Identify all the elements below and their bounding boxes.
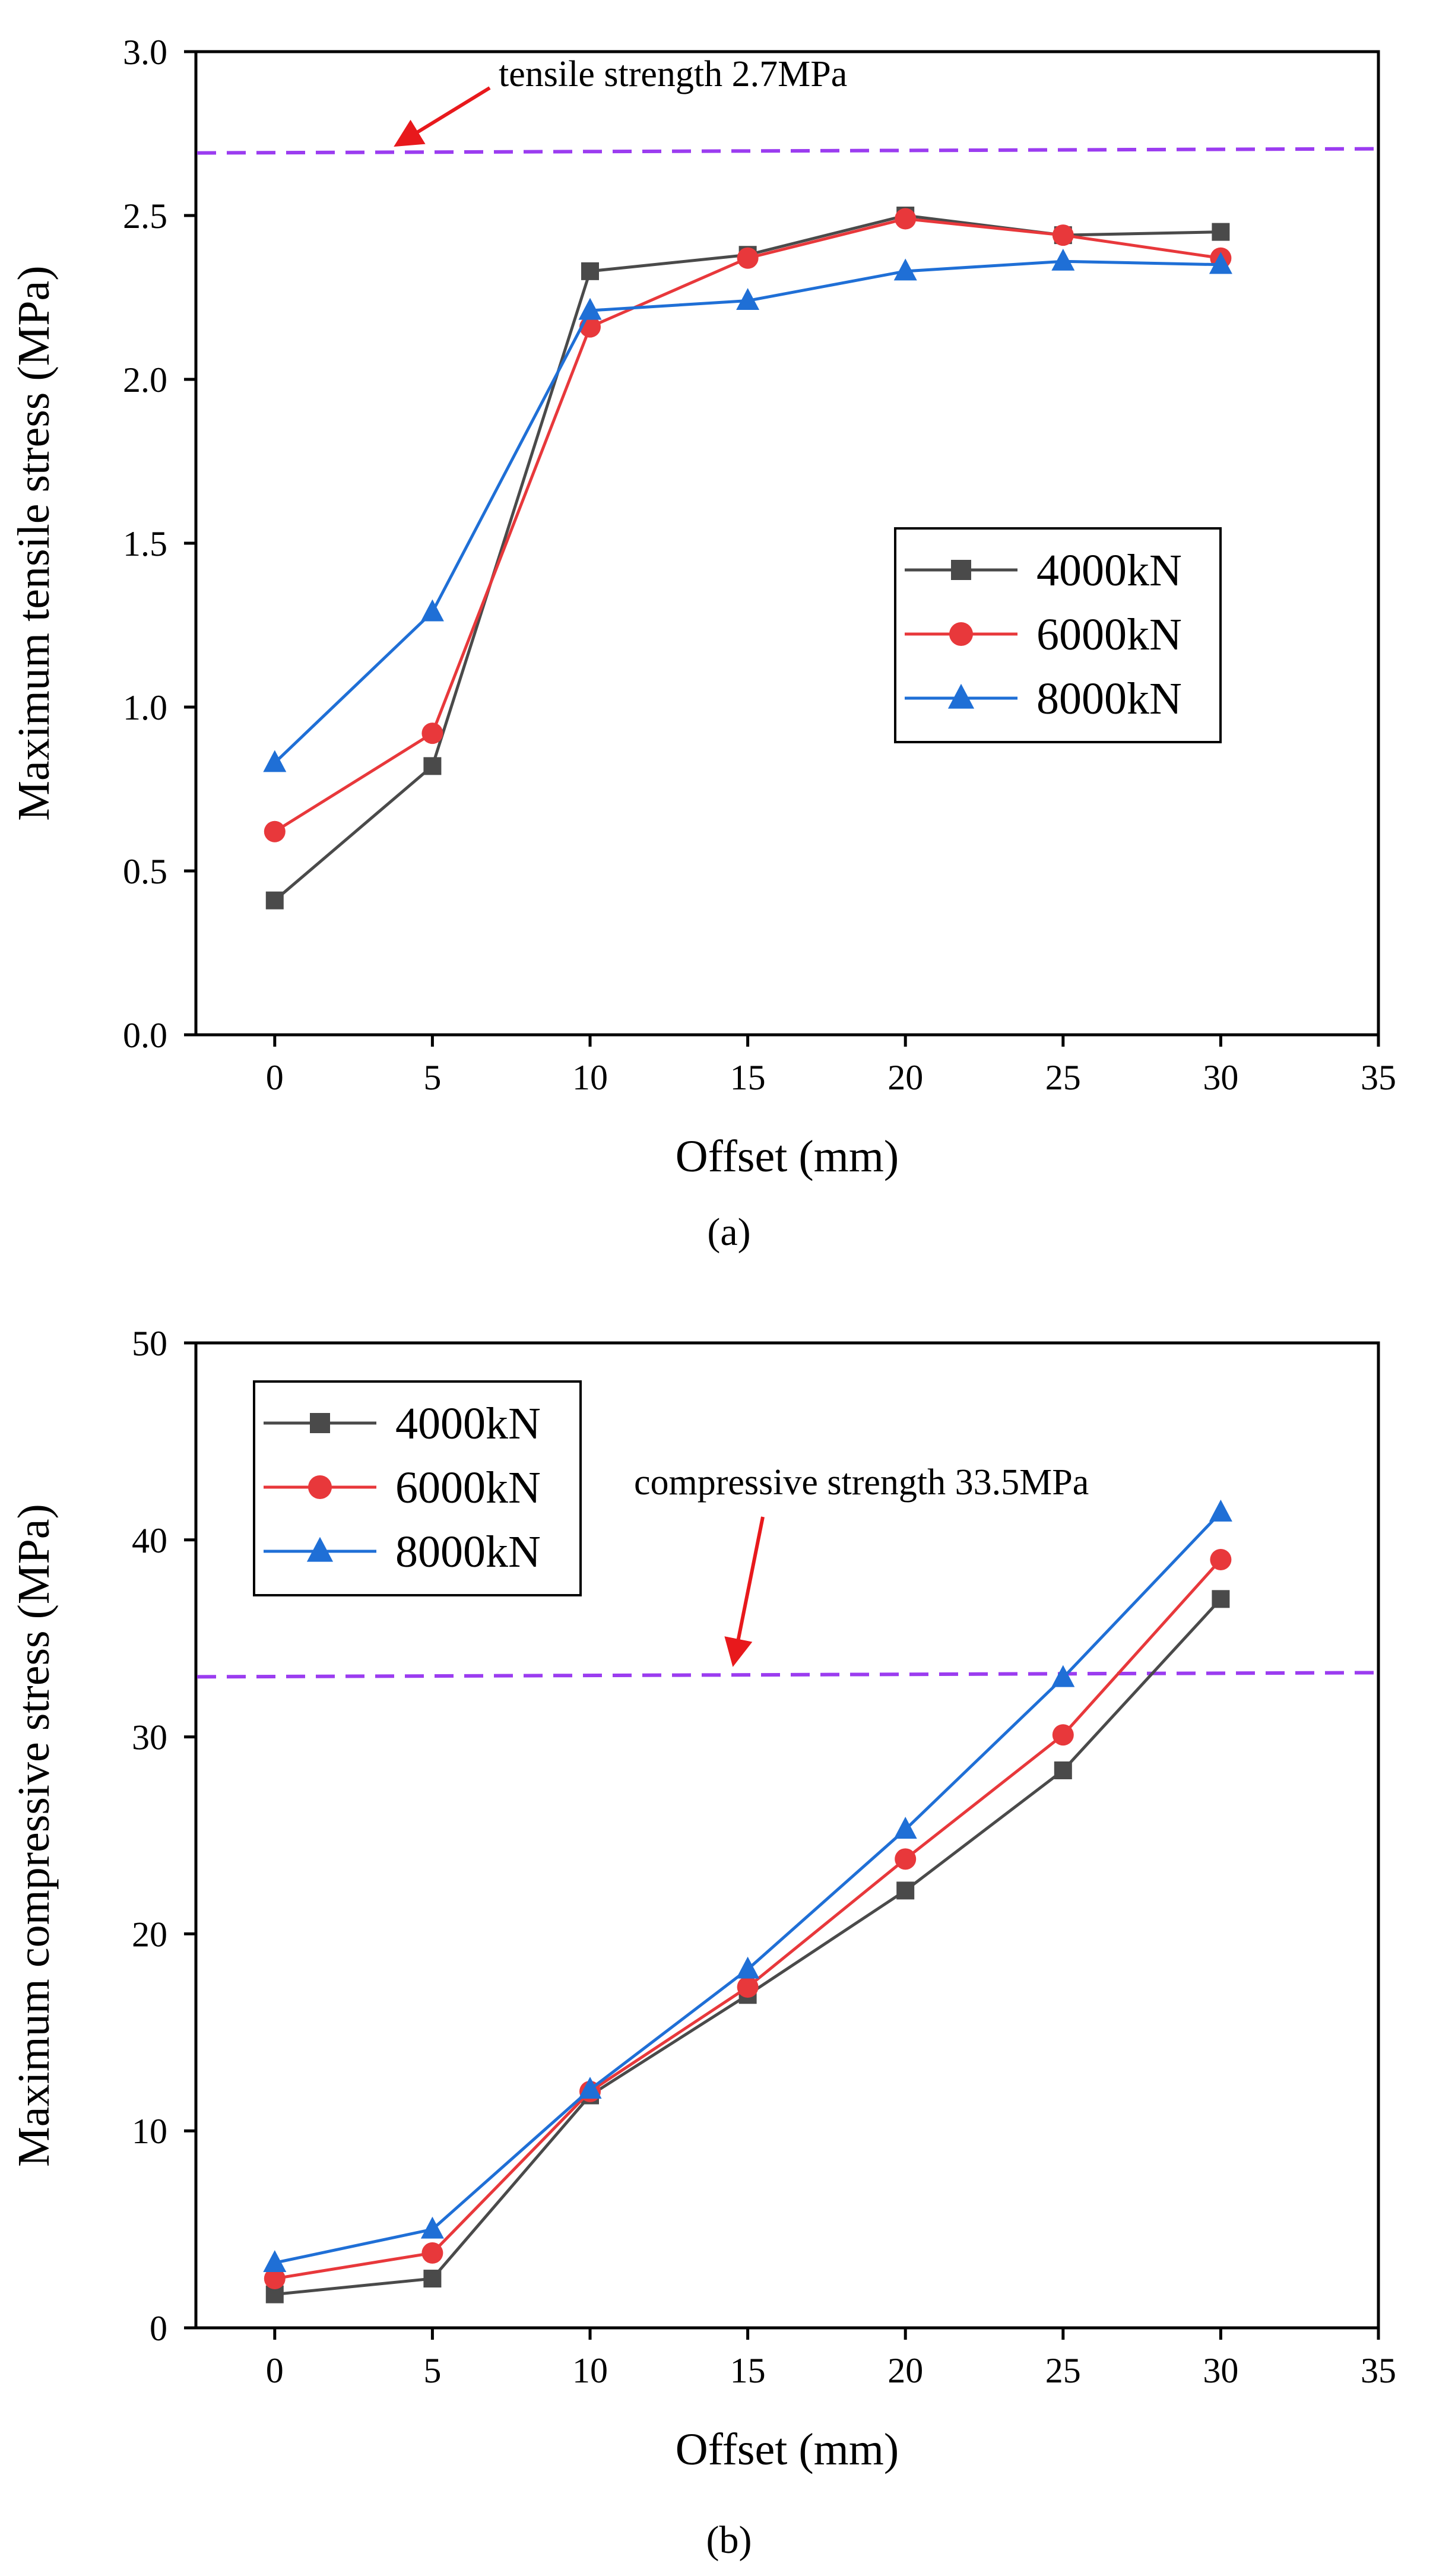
data-point-6000kN [737,1976,759,1998]
series-line-4000kN [274,1598,1222,2296]
panel-label: (b) [706,2518,752,2562]
y-tick-label: 0.5 [123,852,167,891]
y-axis-title: Maximum tensile stress (MPa) [9,265,59,820]
y-tick-label: 20 [132,1915,167,1954]
data-point-8000kN [893,1817,917,1839]
data-point-4000kN [423,757,442,775]
legend-marker-8000kN [947,683,975,709]
legend-marker-4000kN [951,560,971,580]
annotation-arrow [724,1516,765,1667]
data-point-6000kN [1052,1724,1074,1746]
x-tick-label: 10 [572,1058,608,1097]
data-point-6000kN [737,247,759,269]
data-point-8000kN [578,297,602,320]
legend-label-8000kN: 8000kN [1036,674,1182,724]
data-point-8000kN [420,599,444,622]
x-tick-label: 10 [572,2351,608,2390]
data-point-6000kN [264,2268,286,2290]
x-tick-label: 30 [1203,2351,1238,2390]
legend-label-4000kN: 4000kN [395,1399,541,1449]
data-point-6000kN [895,208,917,230]
x-tick-label: 0 [266,2351,284,2390]
y-tick-label: 30 [132,1718,167,1757]
y-tick-label: 2.0 [123,360,167,400]
data-point-8000kN [1051,1665,1075,1687]
data-point-4000kN [581,262,599,280]
data-point-6000kN [1052,224,1074,246]
x-tick-label: 20 [887,2351,923,2390]
data-point-4000kN [1054,1761,1072,1780]
y-tick-label: 0.0 [123,1016,167,1055]
data-point-6000kN [421,723,443,744]
legend-marker-6000kN [308,1475,332,1499]
legend-marker-4000kN [310,1413,330,1433]
data-point-4000kN [265,891,284,910]
data-point-4000kN [1212,223,1230,241]
x-tick-label: 35 [1361,2351,1396,2390]
reference-line [196,147,1378,155]
data-point-8000kN [263,750,287,772]
x-tick-label: 25 [1045,2351,1081,2390]
x-tick-label: 5 [423,2351,441,2390]
legend-label-4000kN: 4000kN [1036,546,1182,595]
y-tick-label: 3.0 [123,33,167,72]
x-tick-label: 30 [1203,1058,1238,1097]
y-tick-label: 1.0 [123,688,167,727]
plot-frame [194,1341,1380,2330]
y-axis-title: Maximum compressive stress (MPa) [9,1504,59,2167]
data-point-8000kN [578,2077,602,2099]
x-tick-label: 15 [730,2351,766,2390]
data-point-4000kN [423,2270,442,2288]
legend-marker-8000kN [306,1536,334,1562]
data-point-6000kN [421,2242,443,2264]
y-tick-label: 40 [132,1521,167,1560]
annotation-arrow [394,86,491,147]
data-point-8000kN [1209,252,1232,274]
y-tick-label: 2.5 [123,197,167,236]
data-point-4000kN [1212,1590,1230,1608]
x-tick-label: 15 [730,1058,766,1097]
chart-compressive-stress: 0 5 10 15 20 25 30 35 0 10 20 30 40 50 Offset (mm) Maxi… [9,1324,1396,2562]
data-point-6000kN [1210,1548,1232,1570]
legend-label-6000kN: 6000kN [1036,610,1182,660]
data-point-8000kN [420,2216,444,2239]
data-point-8000kN [736,1956,760,1979]
series-line-6000kN [274,1558,1222,2280]
x-tick-label: 20 [887,1058,923,1097]
x-axis-title: Offset (mm) [676,2425,899,2474]
data-point-6000kN [264,820,286,842]
x-axis-title: Offset (mm) [676,1132,899,1181]
legend-label-6000kN: 6000kN [395,1463,541,1513]
legend-marker-6000kN [949,622,973,646]
y-tick-label: 0 [150,2309,167,2348]
panel-label: (a) [707,1211,750,1254]
x-tick-label: 35 [1361,1058,1396,1097]
legend-label-8000kN: 8000kN [395,1527,541,1577]
data-point-8000kN [1051,248,1075,271]
series-line-8000kN [274,1511,1222,2264]
data-point-8000kN [263,2250,287,2273]
annotation-text: tensile strength 2.7MPa [499,54,847,94]
x-tick-label: 25 [1045,1058,1081,1097]
data-point-8000kN [1209,1499,1232,1522]
x-tick-label: 5 [423,1058,441,1097]
data-point-8000kN [736,288,760,310]
reference-line [196,1671,1378,1679]
y-tick-label: 10 [132,2112,167,2151]
annotation-text: compressive strength 33.5MPa [634,1462,1089,1503]
y-tick-label: 50 [132,1324,167,1363]
chart-tensile-stress: 0 5 10 15 20 25 30 35 0.0 0.5 1.0 1.5 2.0 2.5 3.0 Offse… [9,33,1396,1254]
data-point-8000kN [893,258,917,281]
data-point-4000kN [896,1881,915,1900]
y-tick-label: 1.5 [123,524,167,563]
x-tick-label: 0 [266,1058,284,1097]
data-point-6000kN [895,1848,917,1870]
